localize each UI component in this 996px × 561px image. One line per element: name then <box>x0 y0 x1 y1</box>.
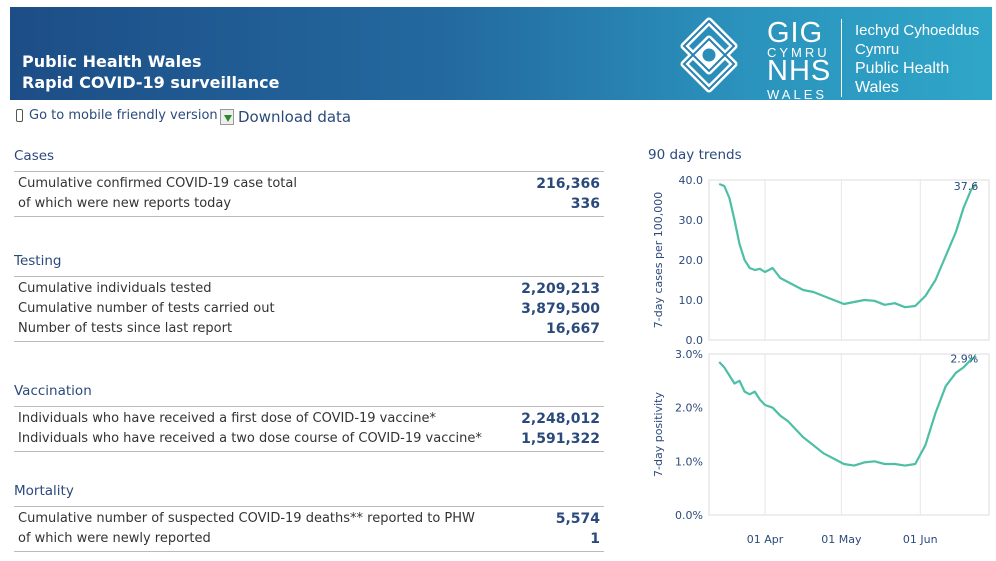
row-value: 216,366 <box>536 176 600 192</box>
celtic-knot-logo-icon <box>680 17 738 93</box>
page-title: Public Health Wales Rapid COVID-19 surve… <box>22 51 279 93</box>
download-data-button[interactable]: Download data <box>220 108 351 126</box>
row-label: of which were new reports today <box>18 196 232 211</box>
trend-charts: 0.0 10.0 20.0 30.0 40.0 7-day cases per 100,0… <box>652 174 990 546</box>
table-row: Individuals who have received a two dose… <box>14 429 604 449</box>
row-label: Individuals who have received a first do… <box>18 411 436 426</box>
cases-section: Cases Cumulative confirmed COVID-19 case… <box>14 148 604 217</box>
mortality-section: Mortality Cumulative number of suspected… <box>14 483 604 552</box>
logo-gig: GIG <box>767 17 824 49</box>
row-value: 1 <box>590 531 600 547</box>
y-tick-label: 3.0% <box>675 348 703 361</box>
org-name-welsh-line2: Cymru <box>855 41 900 58</box>
header-banner: Public Health Wales Rapid COVID-19 surve… <box>10 7 992 102</box>
y-tick-label: 40.0 <box>679 174 704 187</box>
row-label: Cumulative number of tests carried out <box>18 301 275 316</box>
x-tick-label: 01 Apr <box>747 533 784 546</box>
logo-divider <box>841 19 842 97</box>
row-value: 3,879,500 <box>521 301 600 317</box>
y-axis-label: 7-day cases per 100,000 <box>652 192 665 328</box>
y-tick-label: 20.0 <box>679 254 704 267</box>
mortality-section-title: Mortality <box>14 483 74 499</box>
mobile-version-link[interactable]: Go to mobile friendly version <box>16 108 218 123</box>
x-tick-label: 01 May <box>821 533 862 546</box>
table-row: Cumulative number of tests carried out 3… <box>14 299 604 319</box>
table-row: Individuals who have received a first do… <box>14 409 604 429</box>
last-value-label: 2.9% <box>950 353 978 366</box>
vaccination-section-title: Vaccination <box>14 383 92 399</box>
testing-section-title: Testing <box>14 253 62 269</box>
vaccination-table: Individuals who have received a first do… <box>14 406 604 452</box>
table-row: Cumulative number of suspected COVID-19 … <box>14 509 604 529</box>
org-name-welsh: Iechyd Cyhoeddus Cymru <box>855 21 979 59</box>
testing-section: Testing Cumulative individuals tested 2,… <box>14 253 604 342</box>
row-value: 2,248,012 <box>521 411 600 427</box>
y-tick-label: 0.0% <box>675 509 703 522</box>
vaccination-section: Vaccination Individuals who have receive… <box>14 383 604 452</box>
table-row: of which were newly reported 1 <box>14 529 604 549</box>
y-tick-label: 10.0 <box>679 294 704 307</box>
org-name-english-line2: Wales <box>855 79 899 96</box>
table-row: Number of tests since last report 16,667 <box>14 319 604 339</box>
y-tick-label: 0.0 <box>686 334 704 347</box>
download-icon <box>220 109 234 125</box>
trends-title: 90 day trends <box>648 147 742 163</box>
table-row: Cumulative individuals tested 2,209,213 <box>14 279 604 299</box>
row-label: Individuals who have received a two dose… <box>18 431 482 446</box>
row-label: Cumulative number of suspected COVID-19 … <box>18 511 475 526</box>
row-label: Number of tests since last report <box>18 321 233 336</box>
row-label: Cumulative confirmed COVID-19 case total <box>18 176 297 191</box>
download-data-label: Download data <box>238 108 352 126</box>
org-name-english: Public Health Wales <box>855 59 949 97</box>
org-name-english-line1: Public Health <box>855 60 950 77</box>
row-value: 16,667 <box>545 321 600 337</box>
org-name-welsh-line1: Iechyd Cyhoeddus <box>855 22 980 39</box>
y-tick-label: 30.0 <box>679 214 704 227</box>
last-value-label: 37.6 <box>954 180 979 193</box>
series-line <box>718 355 977 467</box>
row-label: of which were newly reported <box>18 531 211 546</box>
mobile-phone-icon <box>16 109 23 122</box>
cases-section-title: Cases <box>14 148 55 164</box>
y-axis-label: 7-day positivity <box>652 392 665 477</box>
plot-frame <box>708 179 990 341</box>
row-value: 2,209,213 <box>521 281 600 297</box>
logo-cymru: CYMRU <box>767 45 830 60</box>
testing-table: Cumulative individuals tested 2,209,213 … <box>14 276 604 342</box>
series-line <box>718 182 978 309</box>
plot-frame <box>708 353 990 516</box>
row-value: 5,574 <box>555 511 600 527</box>
y-tick-label: 2.0% <box>675 402 703 415</box>
table-row: Cumulative confirmed COVID-19 case total… <box>14 174 604 194</box>
mortality-table: Cumulative number of suspected COVID-19 … <box>14 506 604 552</box>
page-title-line2: Rapid COVID-19 surveillance <box>22 73 280 92</box>
mobile-version-label: Go to mobile friendly version <box>29 108 218 123</box>
page-title-line1: Public Health Wales <box>22 52 202 71</box>
logo-wales: WALES <box>767 87 828 102</box>
table-row: of which were new reports today 336 <box>14 194 604 214</box>
row-value: 336 <box>570 196 600 212</box>
row-label: Cumulative individuals tested <box>18 281 212 296</box>
cases-table: Cumulative confirmed COVID-19 case total… <box>14 171 604 217</box>
row-value: 1,591,322 <box>521 431 600 447</box>
y-tick-label: 1.0% <box>675 455 703 468</box>
x-tick-label: 01 Jun <box>903 533 938 546</box>
logo-nhs: NHS <box>767 55 832 87</box>
